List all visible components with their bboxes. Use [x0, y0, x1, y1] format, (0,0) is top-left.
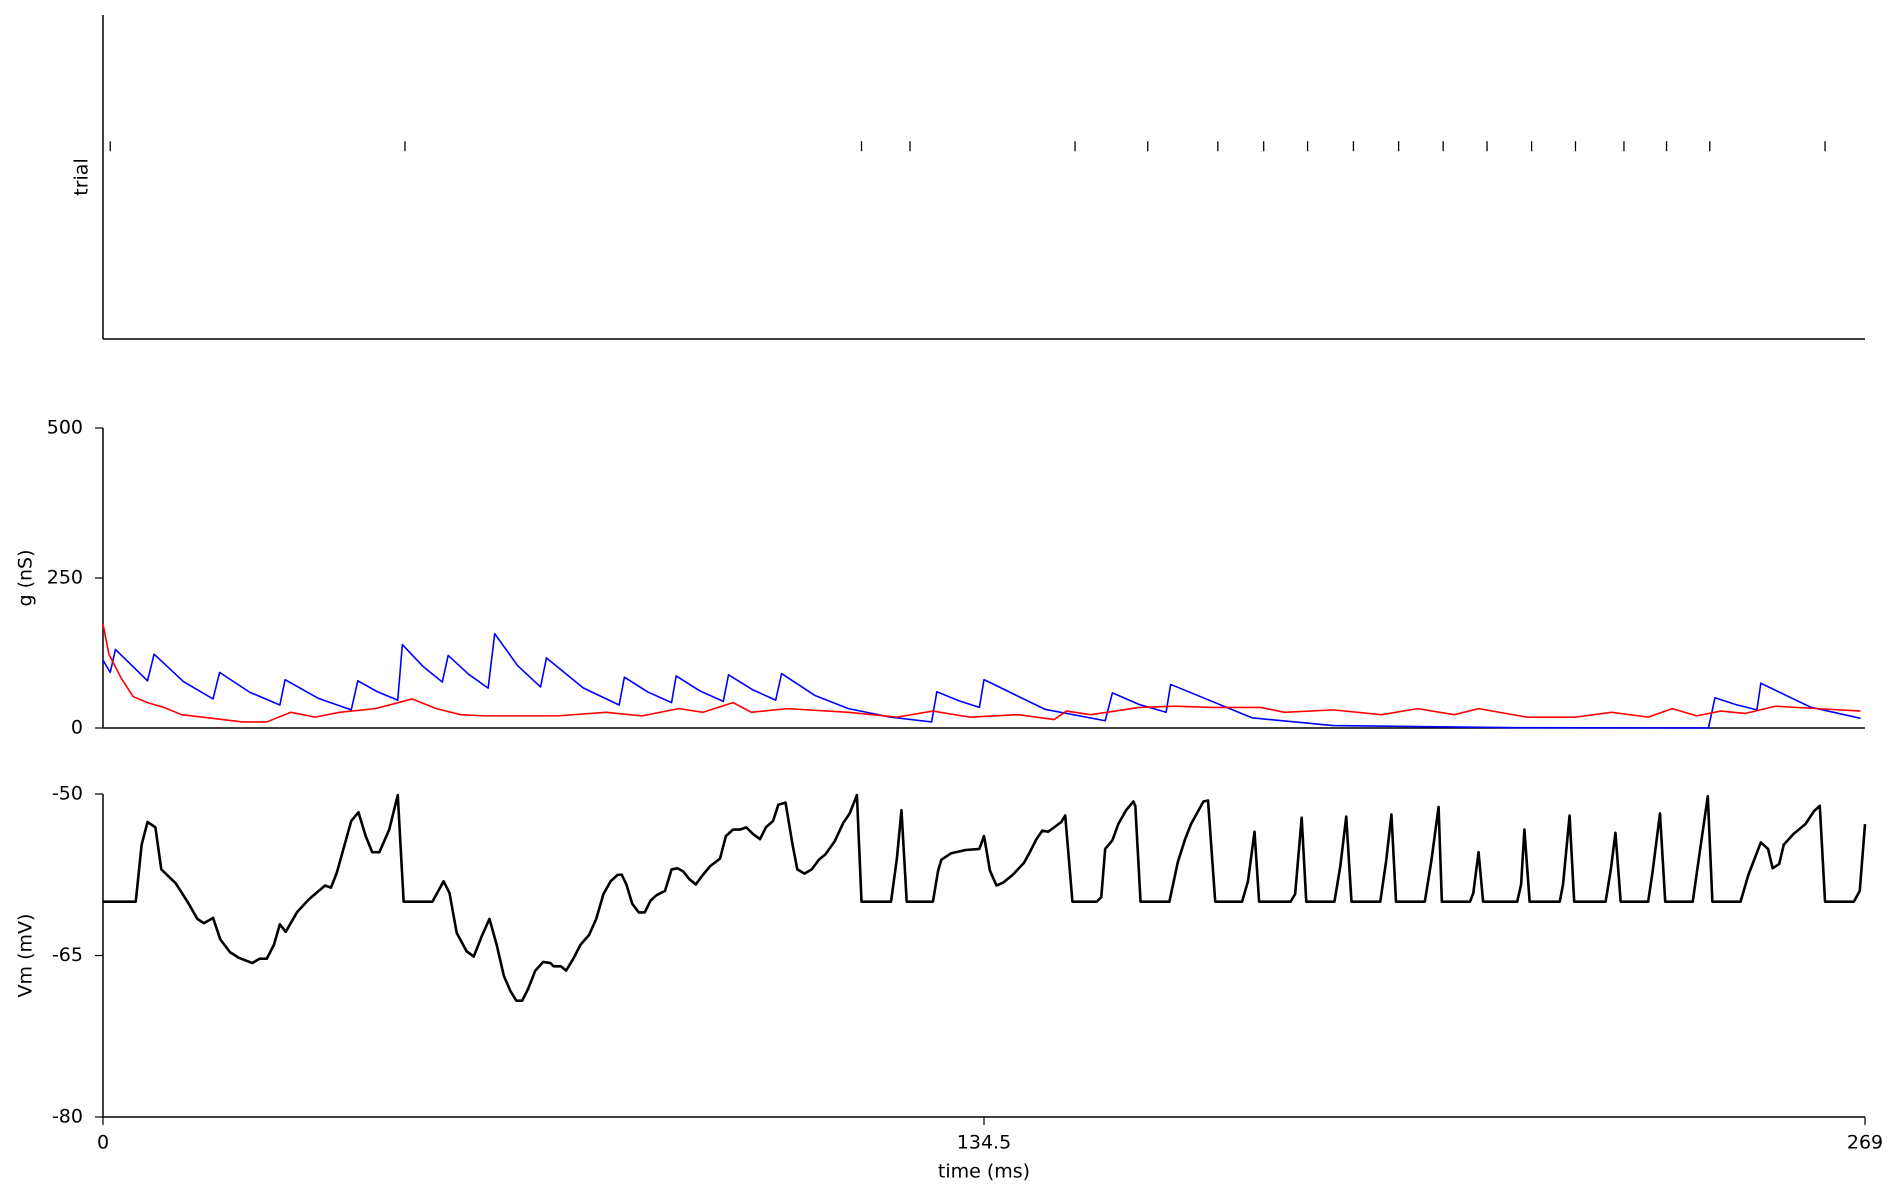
- y-tick-label: -80: [52, 1106, 83, 1128]
- trace-line: [102, 632, 1861, 729]
- y-tick-label: -50: [52, 783, 83, 805]
- y-tick-label: 0: [71, 717, 83, 739]
- x-tick-label: 134.5: [957, 1132, 1011, 1154]
- y-axis-label: g (nS): [15, 549, 37, 606]
- y-axis-label: Vm (mV): [15, 914, 37, 998]
- y-axis-label: trial: [71, 158, 93, 195]
- trace-line: [102, 623, 1861, 723]
- x-tick-label: 269: [1847, 1132, 1883, 1154]
- trace-line: [103, 793, 1867, 1003]
- x-axis-label: time (ms): [938, 1161, 1030, 1183]
- x-tick-label: 0: [97, 1132, 109, 1154]
- y-tick-label: 250: [47, 567, 83, 589]
- y-tick-label: 500: [47, 417, 83, 439]
- y-tick-label: -65: [52, 944, 83, 966]
